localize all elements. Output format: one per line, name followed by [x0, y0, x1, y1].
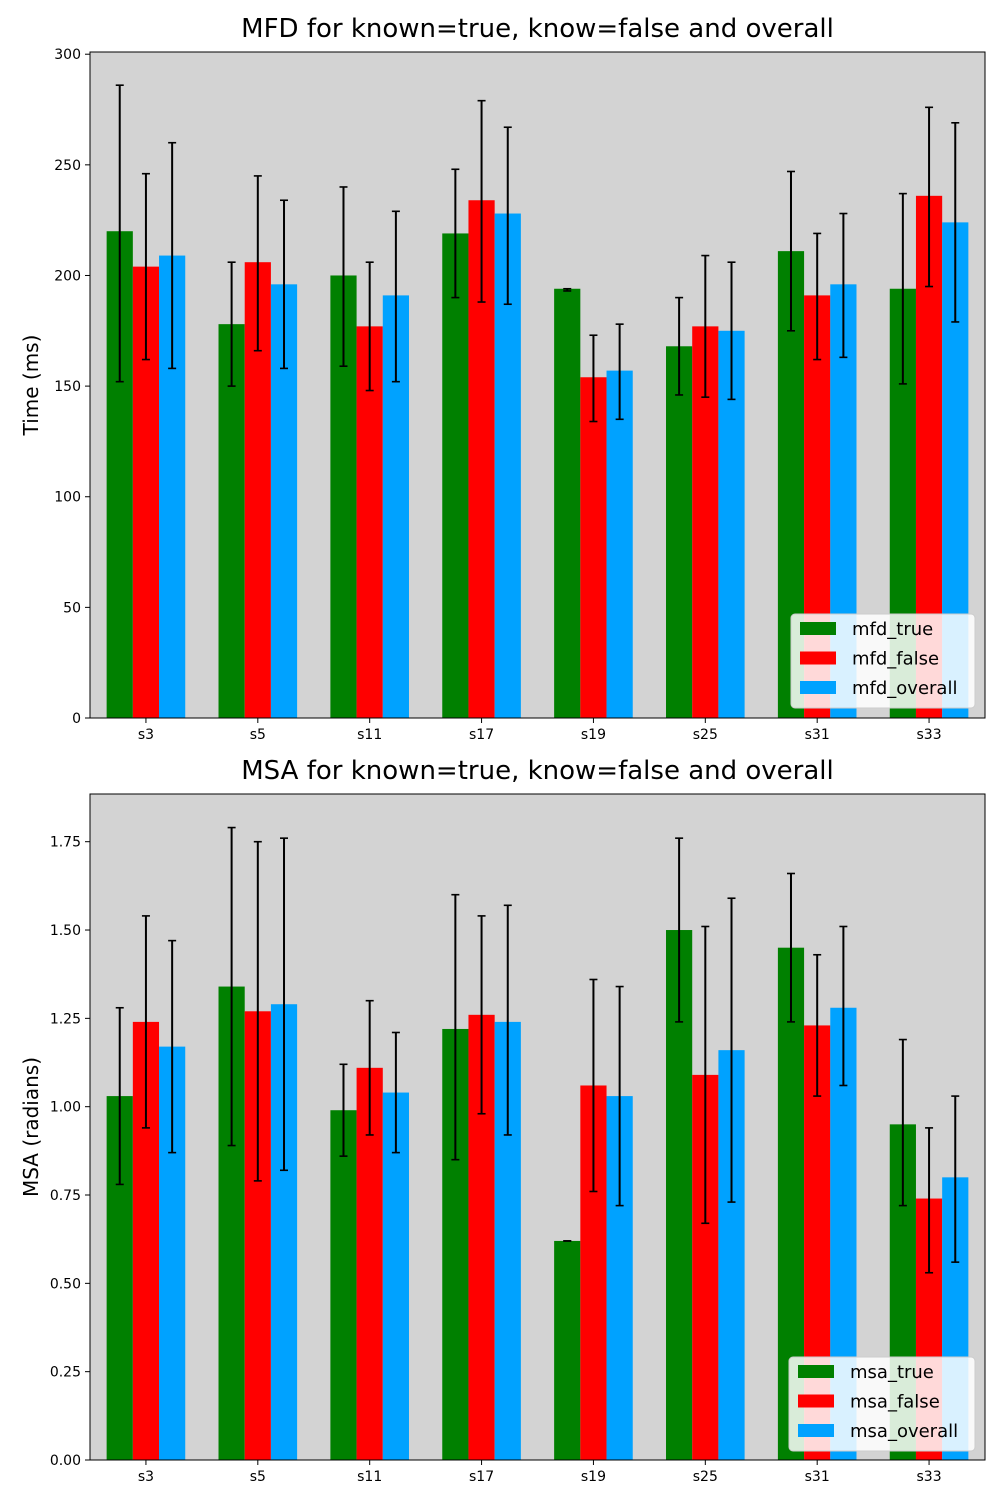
y-tick-label: 250 — [54, 158, 81, 174]
x-tick-label: s17 — [469, 1469, 494, 1485]
x-tick-label: s25 — [693, 727, 718, 743]
legend-swatch-mfd_overall — [800, 681, 836, 694]
legend-label-msa_true: msa_true — [850, 1362, 934, 1383]
axes-frame — [89, 793, 986, 1461]
bar-msa_true-s11 — [330, 1110, 357, 1460]
y-tick-label: 200 — [54, 268, 81, 284]
x-tick-label: s11 — [357, 1469, 382, 1485]
series-msa_overall — [159, 837, 969, 1460]
legend-box — [790, 613, 976, 709]
x-tick-label: s5 — [250, 1469, 266, 1485]
bar-mfd_false-s11 — [356, 326, 383, 718]
x-tick-label: s5 — [250, 727, 266, 743]
x-tick-label: s17 — [469, 727, 494, 743]
x-tick-label: s31 — [805, 1469, 830, 1485]
legend-swatch-msa_true — [798, 1365, 834, 1378]
chart-title: MFD for known=true, know=false and overa… — [241, 14, 834, 44]
legend: mfd_true mfd_false mfd_overall — [790, 613, 976, 709]
y-tick-label: 1.50 — [50, 923, 81, 939]
y-tick-label: 100 — [54, 490, 81, 506]
bar-msa_true-s19 — [554, 1240, 581, 1460]
y-tick-label: 0.75 — [50, 1188, 81, 1204]
y-tick-label: 1.00 — [50, 1100, 81, 1116]
legend-swatch-msa_false — [798, 1394, 834, 1408]
x-tick-label: s31 — [805, 727, 830, 743]
x-tick-label: s19 — [581, 1469, 606, 1485]
legend-label-mfd_false: mfd_false — [852, 649, 939, 670]
axes-frame — [89, 51, 986, 719]
x-tick-label: s3 — [138, 1469, 154, 1485]
x-tick-label: s33 — [917, 1469, 942, 1485]
legend: msa_true msa_false msa_overall — [788, 1356, 976, 1452]
y-tick-label: 0.50 — [50, 1276, 81, 1292]
y-tick-label: 50 — [63, 600, 81, 616]
y-tick-label: 300 — [54, 47, 81, 63]
bar-mfd_true-s5 — [218, 324, 245, 718]
y-tick-label: 0.00 — [50, 1453, 81, 1469]
bar-mfd_overall-s19 — [606, 370, 633, 718]
bar-mfd_false-s19 — [580, 377, 607, 718]
chart-panel-2: 0.00 0.25 0.50 0.75 1.00 1.25 1.50 1.75 s3 s5 s11 s… — [19, 756, 986, 1485]
y-tick-label: 1.25 — [50, 1011, 81, 1027]
bar-mfd_true-s25 — [666, 346, 693, 718]
bar-mfd_true-s17 — [442, 233, 469, 718]
legend-label-msa_false: msa_false — [850, 1392, 940, 1413]
y-tick-label: 0 — [72, 711, 81, 727]
x-tick-label: s3 — [138, 727, 154, 743]
x-tick-label: s19 — [581, 727, 606, 743]
chart-title: MSA for known=true, know=false and overa… — [241, 756, 834, 786]
legend-swatch-mfd_false — [800, 651, 836, 665]
legend-label-mfd_overall: mfd_overall — [852, 678, 957, 699]
x-tick-label: s25 — [693, 1469, 718, 1485]
legend-label-mfd_true: mfd_true — [852, 619, 933, 640]
y-tick-label: 150 — [54, 379, 81, 395]
y-axis-label: MSA (radians) — [19, 1057, 43, 1197]
y-tick-label: 1.75 — [50, 835, 81, 851]
legend-swatch-msa_overall — [798, 1424, 834, 1437]
legend-box — [788, 1356, 976, 1452]
x-tick-label: s33 — [917, 727, 942, 743]
legend-swatch-mfd_true — [800, 622, 836, 635]
chart-panel-1: 0 50 100 150 200 250 300 s3 s5 s11 s17 s19 s25 s31 s33… — [19, 14, 986, 743]
bar-msa_overall-s11 — [382, 1092, 409, 1460]
x-tick-label: s11 — [357, 727, 382, 743]
y-tick-label: 0.25 — [50, 1365, 81, 1381]
legend-label-msa_overall: msa_overall — [850, 1421, 958, 1442]
y-axis-label: Time (ms) — [19, 335, 43, 437]
bar-mfd_true-s19 — [554, 288, 581, 718]
